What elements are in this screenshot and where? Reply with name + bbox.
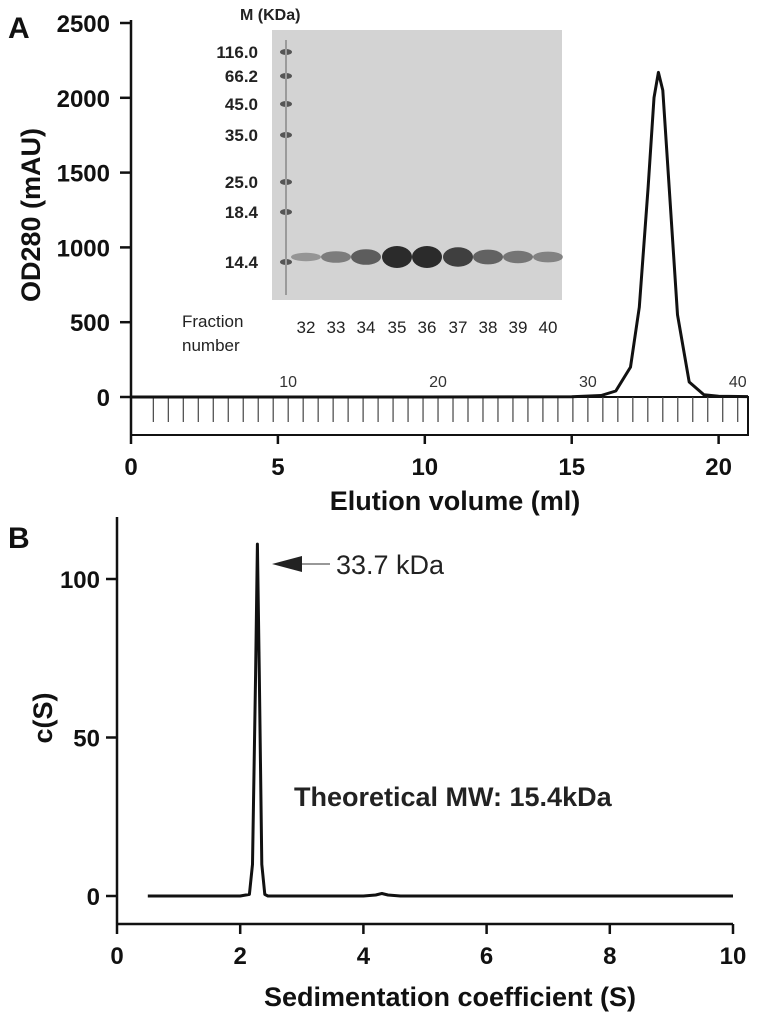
panel-a-fraction-ticks — [152, 397, 739, 422]
panel-a-x-tick-label: 0 — [124, 454, 137, 481]
panel-a-y-axis-title: OD280 (mAU) — [16, 128, 46, 302]
gel-fraction-number: 33 — [327, 318, 346, 337]
panel-a-y-tick-label: 1500 — [57, 161, 110, 188]
panel-a-fraction-strip — [130, 396, 749, 436]
gel-band — [321, 251, 351, 263]
gel-band — [533, 251, 563, 263]
panel-a-x-tick-label: 15 — [558, 454, 585, 481]
panel-a-fraction-labels: 10 20 30 40 — [279, 374, 746, 391]
panel-b-x-tick-label: 10 — [720, 943, 747, 970]
peak-annotation: 33.7 kDa — [336, 550, 445, 580]
panel-a-y-tick-label: 2500 — [57, 11, 110, 38]
peak-arrow-head — [272, 556, 302, 572]
gel-band — [351, 249, 381, 265]
gel-fraction-number: 37 — [449, 318, 468, 337]
gel-band — [382, 246, 412, 268]
gel-marker-label: 18.4 — [225, 203, 259, 222]
gel-bands — [291, 246, 563, 268]
gel-band — [412, 246, 442, 268]
panel-b-y-tick-label: 0 — [87, 884, 100, 911]
gel-marker-label: 35.0 — [225, 126, 258, 145]
panel-a-letter: A — [8, 12, 30, 45]
theoretical-mw-annotation: Theoretical MW: 15.4kDa — [294, 782, 613, 812]
panel-b-x-tick-label: 4 — [357, 943, 371, 970]
gel-fraction-label-line2: number — [182, 336, 240, 355]
gel-fraction-label-line1: Fraction — [182, 312, 243, 331]
panel-a-x-tick-label: 10 — [411, 454, 438, 481]
gel-fraction-number: 32 — [297, 318, 316, 337]
gel-fraction-number: 39 — [509, 318, 528, 337]
panel-a-x-tick-label: 20 — [705, 454, 732, 481]
panel-a-y-tick-label: 2000 — [57, 86, 110, 113]
panel-a-x-axis-title: Elution volume (ml) — [330, 486, 581, 516]
panel-b-x-tick-label: 6 — [480, 943, 493, 970]
gel-marker-label: 14.4 — [225, 253, 259, 272]
gel-fraction-number: 40 — [539, 318, 558, 337]
panel-a: A OD280 (mAU) 0 500 1000 1500 2000 2500 10 20 3… — [8, 7, 749, 516]
panel-a-y-tick-label: 500 — [70, 310, 110, 337]
gel-fraction-numbers: 32 33 34 35 36 37 38 39 40 — [297, 318, 558, 337]
gel-marker-label: 66.2 — [225, 67, 258, 86]
panel-a-y-tick-label: 0 — [97, 385, 110, 412]
gel-inset: M (KDa) 116.0 66.2 45.0 35.0 25.0 18.4 14.4 Fr… — [182, 7, 563, 355]
panel-b-x-tick-label: 0 — [110, 943, 123, 970]
gel-marker-title: M (KDa) — [240, 7, 300, 24]
panel-b-sedimentation-curve — [147, 542, 733, 898]
gel-marker-label: 116.0 — [216, 43, 258, 62]
gel-fraction-number: 35 — [388, 318, 407, 337]
panel-b-x-axis-title: Sedimentation coefficient (S) — [264, 982, 636, 1012]
panel-a-y-ticks: 0 500 1000 1500 2000 2500 — [57, 11, 131, 412]
gel-marker-label: 25.0 — [225, 173, 258, 192]
panel-a-fraction-label: 40 — [729, 374, 747, 391]
panel-a-elution-curve — [131, 70, 749, 399]
panel-a-x-tick-label: 5 — [271, 454, 284, 481]
gel-band — [503, 250, 533, 264]
panel-a-fraction-label: 20 — [429, 374, 447, 391]
panel-b-x-tick-label: 2 — [234, 943, 247, 970]
panel-b-y-tick-label: 50 — [73, 726, 100, 753]
gel-marker-label: 45.0 — [225, 95, 258, 114]
panel-b: B c(S) 0 50 100 0 2 4 6 8 10 Sedimentation coef… — [8, 517, 746, 1012]
panel-a-fraction-label: 10 — [279, 374, 297, 391]
gel-band — [473, 249, 503, 265]
gel-fraction-number: 38 — [479, 318, 498, 337]
panel-b-x-ticks: 0 2 4 6 8 10 — [110, 924, 746, 970]
gel-band — [291, 252, 321, 262]
panel-a-y-tick-label: 1000 — [57, 235, 110, 262]
panel-b-y-axis-title: c(S) — [28, 692, 58, 743]
panel-b-letter: B — [8, 522, 30, 555]
gel-marker-labels: 116.0 66.2 45.0 35.0 25.0 18.4 14.4 — [216, 43, 258, 272]
panel-a-x-ticks: 0 5 10 15 20 — [124, 435, 732, 481]
gel-band — [443, 247, 473, 267]
panel-b-x-tick-label: 8 — [603, 943, 616, 970]
gel-ladder — [280, 40, 292, 295]
panel-a-fraction-label: 30 — [579, 374, 597, 391]
panel-b-y-tick-label: 100 — [60, 567, 100, 594]
panel-b-y-ticks: 0 50 100 — [60, 567, 117, 911]
gel-fraction-number: 36 — [418, 318, 437, 337]
gel-fraction-number: 34 — [357, 318, 376, 337]
